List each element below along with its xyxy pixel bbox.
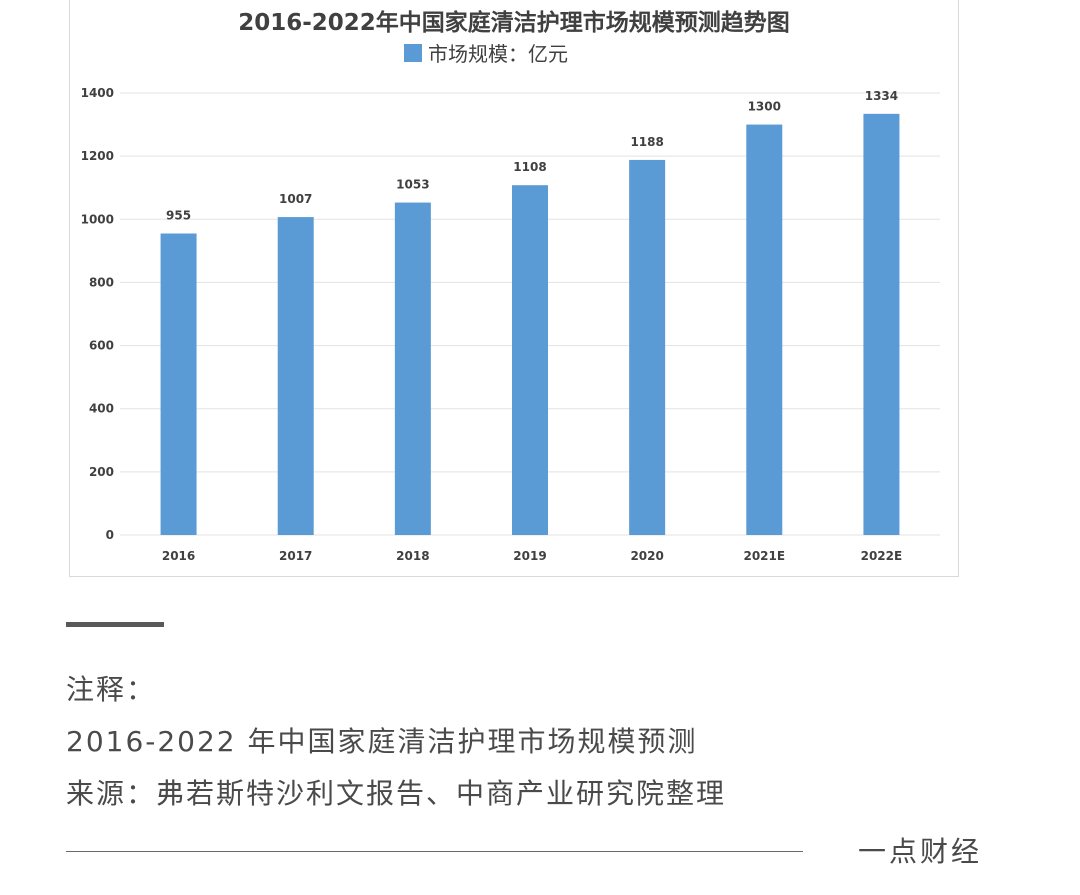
bar <box>394 202 431 535</box>
x-axis-ticks: 2016 2017 2018 2019 2020 2021E 2022E <box>162 549 902 563</box>
bar <box>629 159 666 535</box>
x-tick-label: 2022E <box>861 549 903 563</box>
x-tick-label: 2020 <box>630 549 663 563</box>
bar <box>160 233 197 535</box>
data-label: 1188 <box>630 135 663 149</box>
bars <box>160 113 900 536</box>
y-tick-label: 1400 <box>81 86 114 100</box>
data-label: 955 <box>166 208 191 222</box>
legend-swatch <box>404 44 422 62</box>
y-tick-label: 0 <box>106 528 114 542</box>
y-tick-label: 800 <box>89 275 114 289</box>
data-label: 1108 <box>513 160 546 174</box>
data-label: 1334 <box>865 89 898 103</box>
bar <box>863 113 900 535</box>
x-tick-label: 2021E <box>743 549 785 563</box>
bar <box>277 217 314 535</box>
note-description: 2016-2022 年中国家庭清洁护理市场规模预测 <box>66 725 698 758</box>
section-divider <box>66 622 164 627</box>
x-tick-label: 2016 <box>162 549 195 563</box>
y-tick-label: 1200 <box>81 149 114 163</box>
legend-label: 市场规模：亿元 <box>428 42 568 66</box>
chart-title: 2016-2022年中国家庭清洁护理市场规模预测趋势图 <box>238 9 790 36</box>
note-label: 注释： <box>66 673 157 706</box>
bar <box>512 185 548 535</box>
bar-chart: 2016-2022年中国家庭清洁护理市场规模预测趋势图 市场规模：亿元 0 200… <box>81 9 940 563</box>
bottom-divider <box>66 851 803 852</box>
data-labels: 955 1007 1053 1108 1188 1300 1334 <box>166 89 898 223</box>
data-label: 1300 <box>748 100 781 114</box>
y-tick-label: 200 <box>89 465 114 479</box>
bar <box>746 124 783 536</box>
y-tick-label: 400 <box>89 402 114 416</box>
brand-signature: 一点财经 <box>858 835 983 868</box>
x-tick-label: 2019 <box>513 549 546 563</box>
y-tick-label: 600 <box>89 339 114 353</box>
data-label: 1007 <box>279 192 312 206</box>
y-axis-ticks: 0 200 400 600 800 1000 1200 1400 <box>81 86 114 542</box>
note-source: 来源：弗若斯特沙利文报告、中商产业研究院整理 <box>66 777 727 810</box>
y-tick-label: 1000 <box>81 212 114 226</box>
data-label: 1053 <box>396 178 429 192</box>
x-tick-label: 2017 <box>279 549 312 563</box>
chart-frame: 2016-2022年中国家庭清洁护理市场规模预测趋势图 市场规模：亿元 0 200… <box>69 0 959 577</box>
x-tick-label: 2018 <box>396 549 429 563</box>
